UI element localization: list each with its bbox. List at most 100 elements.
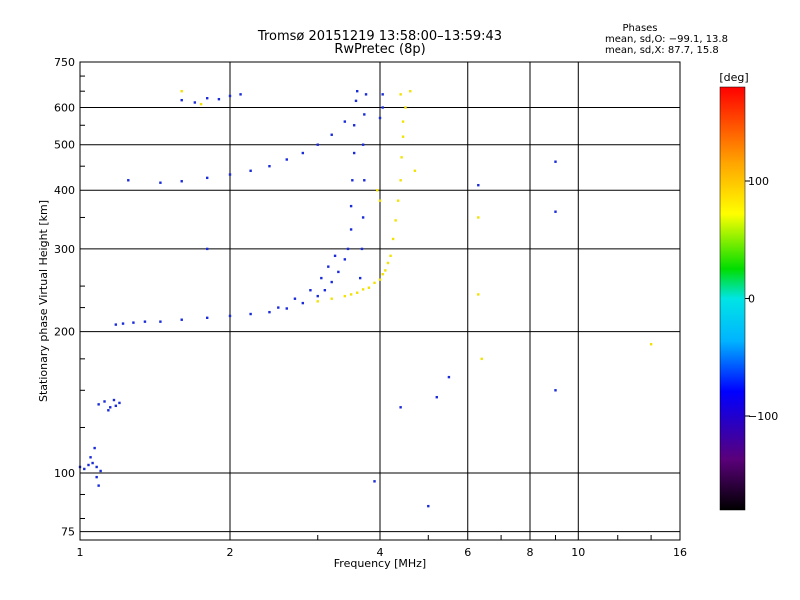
data-point-o bbox=[337, 270, 340, 274]
y-tick-label: 300 bbox=[54, 243, 75, 256]
x-tick-label: 16 bbox=[673, 546, 687, 559]
data-point-o bbox=[447, 375, 451, 379]
data-point-o bbox=[435, 396, 438, 399]
data-point-o bbox=[349, 228, 353, 231]
data-point-o bbox=[249, 312, 252, 316]
data-point-o bbox=[320, 276, 323, 280]
colorbar-tick-label: 100 bbox=[748, 175, 769, 188]
data-point-o bbox=[159, 181, 162, 184]
data-point-o bbox=[363, 113, 366, 116]
phase-legend-x: mean, sd,X: 87.7, 15.8 bbox=[605, 45, 719, 56]
data-point-o bbox=[87, 463, 90, 467]
data-point-o bbox=[554, 160, 557, 163]
data-point-o bbox=[193, 101, 197, 104]
data-point-o bbox=[277, 306, 280, 309]
data-point-o bbox=[330, 133, 333, 136]
data-point-o bbox=[354, 99, 358, 103]
data-point-o bbox=[373, 480, 376, 483]
data-point-x bbox=[649, 343, 653, 346]
data-point-o bbox=[109, 406, 112, 409]
x-tick-label: 6 bbox=[464, 546, 471, 559]
data-point-x bbox=[343, 294, 347, 298]
data-point-o bbox=[112, 398, 116, 402]
chart-subtitle: RwPretec (8p) bbox=[334, 42, 425, 57]
data-point-x bbox=[367, 286, 371, 289]
data-point-x bbox=[361, 288, 365, 291]
x-axis-label: Frequency [MHz] bbox=[334, 557, 426, 570]
data-point-x bbox=[381, 273, 384, 276]
data-point-o bbox=[399, 406, 402, 409]
data-point-o bbox=[352, 124, 356, 127]
colorbar-ticks: 100 0 −100 bbox=[745, 175, 778, 423]
data-point-o bbox=[285, 158, 288, 161]
data-point-o bbox=[360, 247, 364, 251]
data-point-x bbox=[349, 293, 353, 296]
data-point-o bbox=[355, 89, 359, 93]
data-point-o bbox=[381, 93, 384, 96]
data-point-o bbox=[97, 403, 100, 406]
data-point-x bbox=[378, 199, 382, 202]
data-point-o bbox=[333, 254, 337, 258]
data-point-x bbox=[199, 102, 203, 106]
data-point-o bbox=[309, 289, 312, 292]
data-point-o bbox=[361, 216, 365, 219]
data-point-o bbox=[358, 276, 362, 280]
data-point-o bbox=[343, 258, 347, 261]
y-tick-label: 600 bbox=[54, 102, 75, 115]
phase-legend-title: Phases bbox=[622, 23, 657, 34]
data-point-o bbox=[127, 179, 130, 182]
plot-frame bbox=[79, 61, 681, 541]
y-axis-label: Stationary phase Virtual Height [km] bbox=[37, 200, 50, 402]
data-point-o bbox=[427, 504, 430, 508]
data-point-o bbox=[180, 180, 183, 183]
data-point-o bbox=[323, 289, 327, 292]
colorbar-tick-label: −100 bbox=[748, 410, 778, 423]
x-tick-label: 10 bbox=[571, 546, 585, 559]
data-point-o bbox=[97, 484, 100, 487]
data-point-o bbox=[477, 183, 480, 187]
data-point-o bbox=[316, 143, 319, 146]
data-point-x bbox=[400, 156, 403, 159]
data-point-o bbox=[378, 116, 382, 120]
data-point-x bbox=[389, 254, 392, 258]
data-point-o bbox=[114, 323, 118, 326]
data-point-x bbox=[404, 106, 407, 109]
data-point-o bbox=[352, 151, 356, 155]
data-point-o bbox=[363, 179, 366, 182]
data-point-o bbox=[103, 400, 106, 403]
data-point-x bbox=[413, 169, 417, 172]
data-point-o bbox=[351, 179, 354, 182]
data-point-o bbox=[554, 210, 557, 213]
data-point-o bbox=[107, 409, 110, 412]
y-tick-label: 200 bbox=[54, 326, 75, 339]
chart-title: Tromsø 20151219 13:58:00–13:59:43 bbox=[257, 29, 502, 44]
data-point-o bbox=[205, 176, 209, 180]
data-point-o bbox=[301, 301, 305, 305]
x-tick-label: 8 bbox=[527, 546, 534, 559]
data-point-x bbox=[355, 291, 359, 294]
x-tick-label: 4 bbox=[377, 546, 384, 559]
y-tick-label: 100 bbox=[54, 467, 75, 480]
x-tick-label: 1 bbox=[77, 546, 84, 559]
data-point-x bbox=[386, 261, 390, 265]
data-point-x bbox=[330, 297, 333, 300]
ticks-layer: 1 2 4 6 8 10 16 75 100 200 300 400 500 600 750 bbox=[54, 56, 687, 559]
data-point-o bbox=[217, 97, 221, 101]
data-point-x bbox=[391, 237, 395, 241]
data-point-o bbox=[330, 280, 333, 284]
data-point-x bbox=[399, 93, 402, 96]
data-point-o bbox=[301, 151, 305, 155]
data-point-o bbox=[364, 93, 368, 96]
data-point-x bbox=[401, 120, 405, 123]
data-point-x bbox=[477, 293, 480, 296]
data-point-o bbox=[180, 98, 183, 102]
y-tick-label: 750 bbox=[54, 56, 75, 69]
data-point-o bbox=[285, 307, 288, 310]
y-tick-label: 400 bbox=[54, 184, 75, 197]
data-point-x bbox=[409, 89, 412, 93]
data-point-x bbox=[399, 179, 402, 182]
data-point-o bbox=[205, 247, 209, 251]
data-point-o bbox=[205, 316, 209, 320]
data-point-o bbox=[554, 389, 557, 392]
data-point-x bbox=[401, 135, 405, 138]
